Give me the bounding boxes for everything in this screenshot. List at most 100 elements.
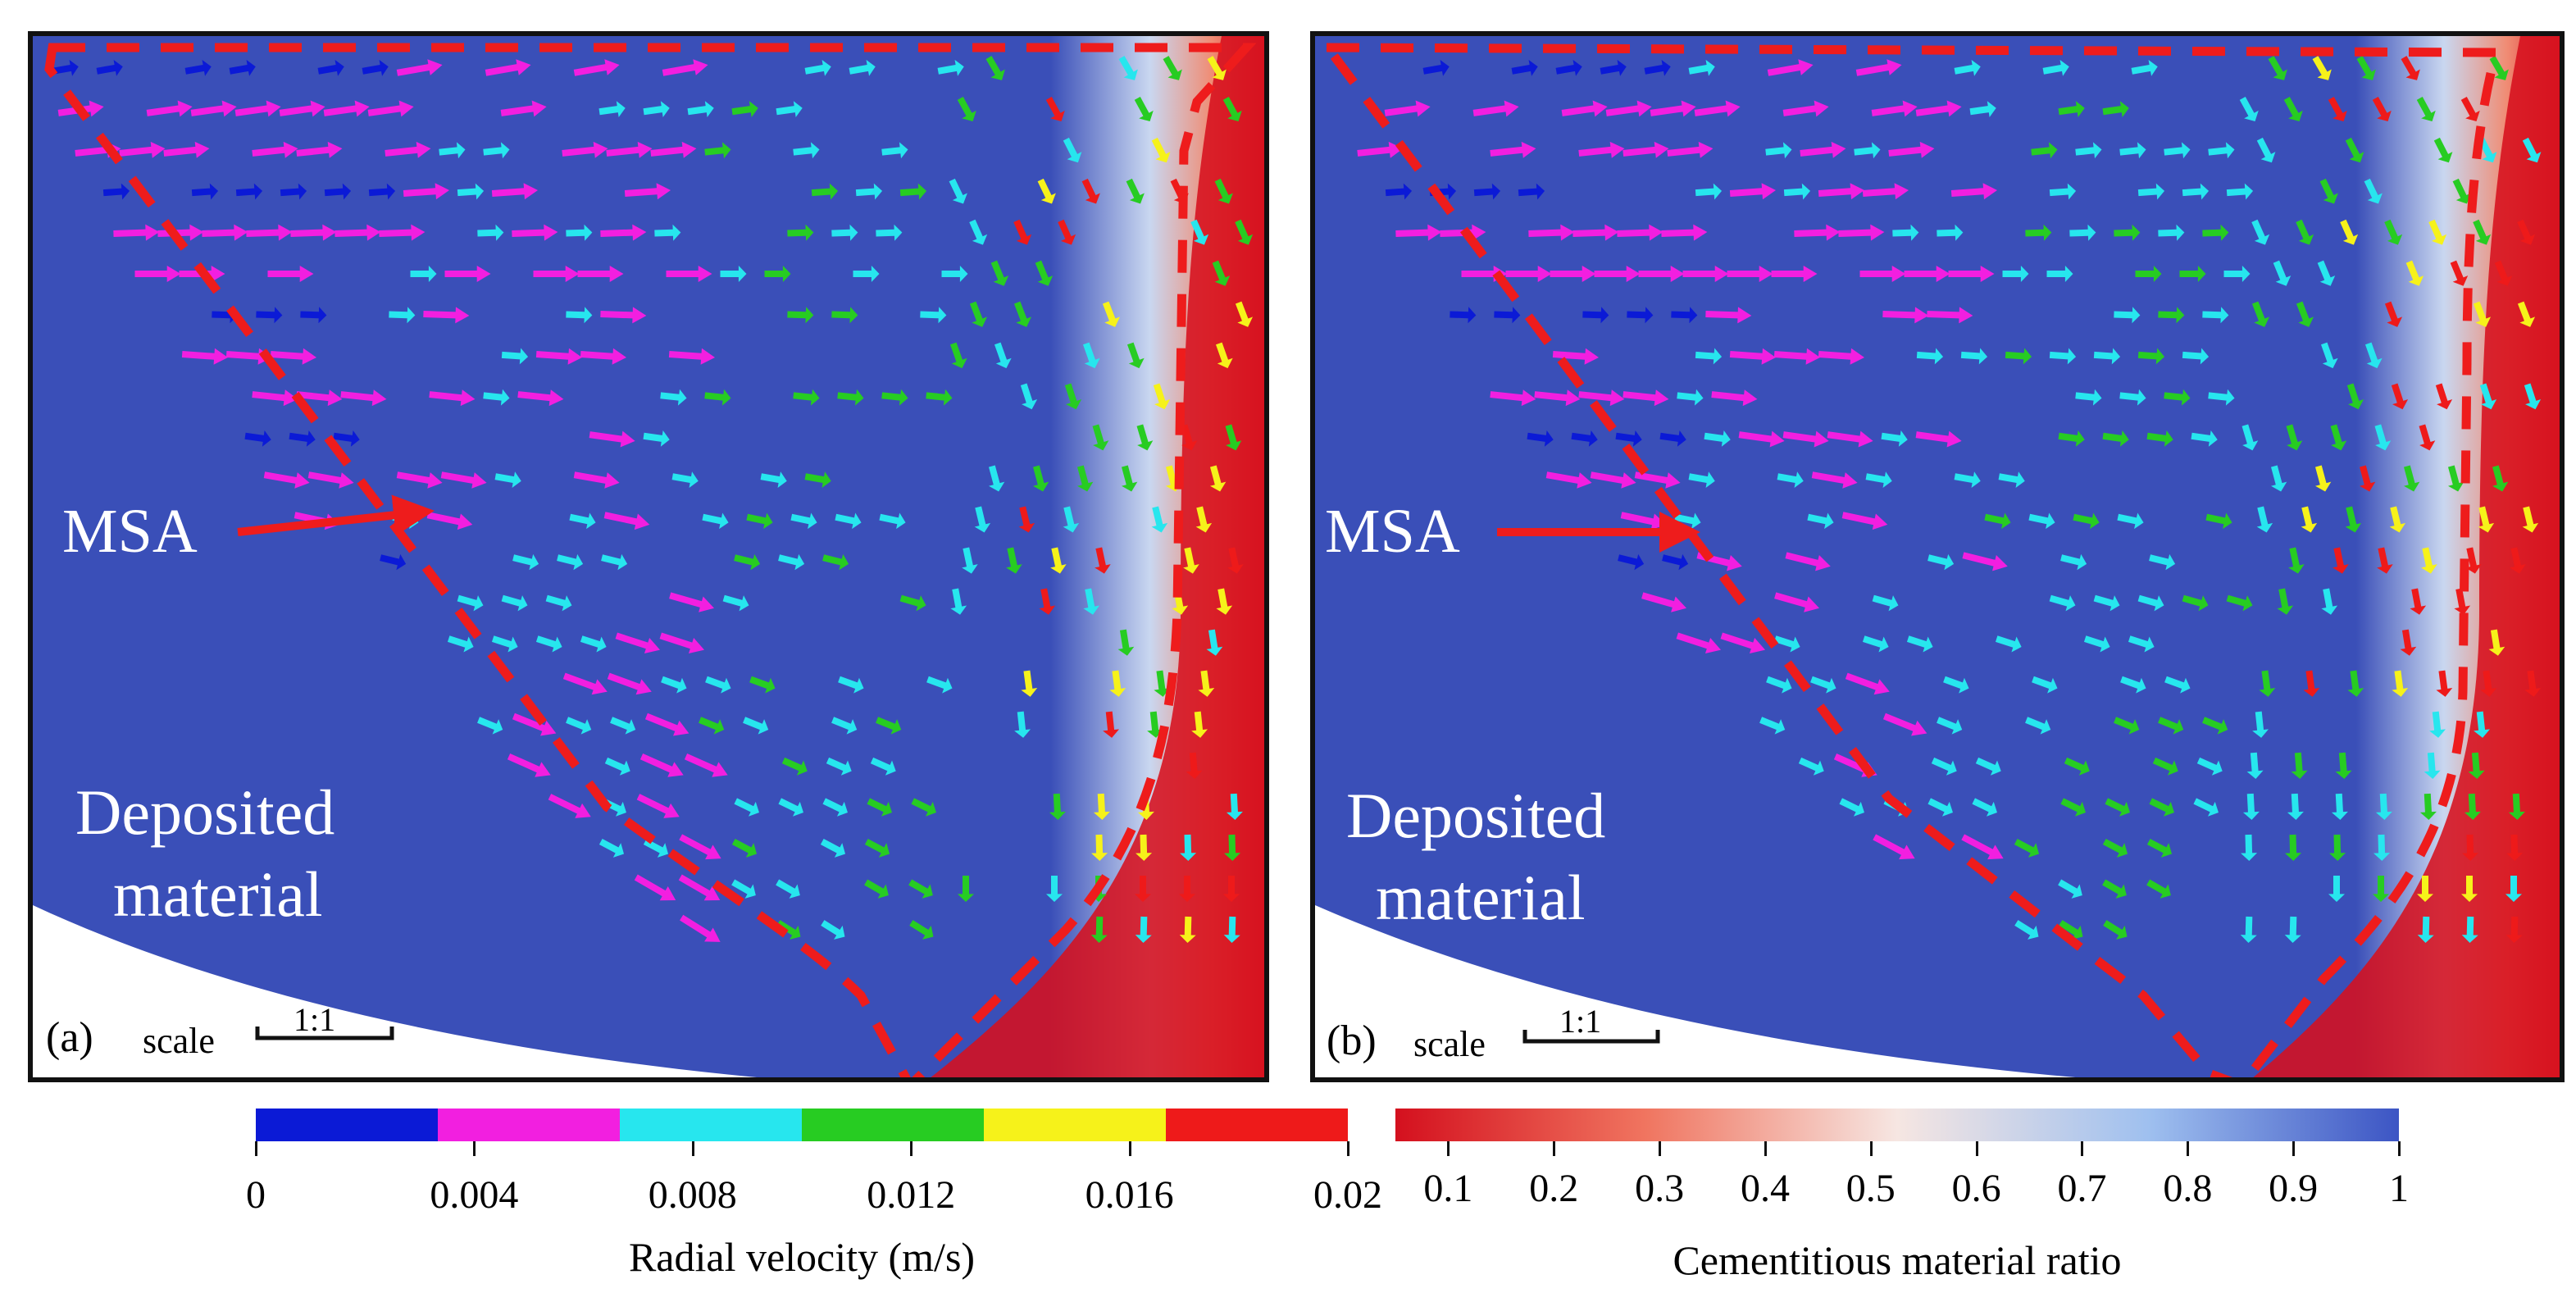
velocity-arrow (507, 753, 551, 777)
velocity-arrow (606, 141, 653, 158)
velocity-arrow (2060, 798, 2086, 817)
velocity-arrow (1650, 100, 1696, 117)
velocity-arrow (731, 879, 756, 899)
velocity-arrow (2241, 424, 2259, 451)
velocity-arrow (680, 914, 721, 942)
velocity-arrow (533, 266, 580, 282)
msa-label: MSA (1325, 497, 1460, 566)
velocity-arrow (2465, 547, 2482, 574)
velocity-arrow (2328, 876, 2345, 902)
velocity-arrow (181, 348, 229, 365)
velocity-arrow (1181, 424, 1198, 451)
velocity-arrow (1638, 266, 1685, 282)
velocity-arrow (764, 266, 791, 282)
velocity-arrow (146, 100, 193, 117)
velocity-arrow (1862, 183, 1909, 200)
velocity-arrow (1961, 834, 2004, 860)
velocity-arrow (643, 101, 670, 118)
velocity-arrow (491, 635, 518, 653)
velocity-arrow (1223, 876, 1240, 902)
velocity-arrow (2226, 594, 2253, 612)
velocity-arrow (2182, 594, 2209, 612)
velocity-arrow (2014, 920, 2039, 940)
velocity-arrow (2403, 465, 2420, 492)
velocity-arrow (2114, 224, 2141, 241)
velocity-arrow (225, 348, 273, 365)
velocity-arrow (684, 753, 728, 777)
velocity-arrow (1076, 465, 1094, 492)
velocity-arrow (603, 512, 650, 530)
velocity-arrow (600, 307, 647, 324)
velocity-arrow (1490, 141, 1536, 158)
velocity-arrow (881, 389, 908, 406)
velocity-arrow (1617, 224, 1663, 241)
velocity-arrow (2436, 670, 2453, 697)
velocity-arrow (1578, 141, 1625, 158)
velocity-arrow (2164, 389, 2191, 406)
velocity-arrow (2522, 506, 2539, 533)
velocity-arrow (2319, 178, 2338, 204)
velocity-arrow (704, 389, 731, 406)
velocity-arrow (2424, 752, 2441, 779)
velocity-arrow (705, 676, 731, 694)
velocity-arrow (485, 59, 531, 76)
velocity-arrow (289, 430, 316, 447)
velocity-arrow (1620, 512, 1667, 530)
velocity-arrow (566, 307, 593, 324)
velocity-arrow (1235, 219, 1254, 245)
velocity-arrow (2286, 424, 2303, 451)
velocity-arrow (2075, 389, 2102, 406)
cement-rich-band (2253, 36, 2560, 1077)
velocity-arrow (410, 266, 437, 282)
velocity-arrow (2288, 547, 2305, 574)
cement-tick-mark (1659, 1141, 1662, 1156)
velocity-arrow (535, 635, 562, 653)
velocity-tick-label: 0.008 (648, 1173, 737, 1217)
velocity-arrow (2384, 219, 2403, 245)
velocity-arrow (1511, 60, 1538, 76)
velocity-arrow (2505, 876, 2522, 902)
velocity-arrow (1135, 916, 1152, 943)
velocity-arrow (687, 101, 714, 118)
velocity-arrow (610, 717, 636, 735)
velocity-arrow (163, 141, 210, 158)
velocity-arrow (2331, 793, 2348, 820)
velocity-colorbar (256, 1109, 1348, 1141)
velocity-arrow (598, 838, 625, 858)
velocity-arrow (1662, 553, 1689, 571)
velocity-arrow (1081, 178, 1100, 204)
velocity-arrow (557, 553, 584, 571)
velocity-arrow (2468, 752, 2485, 779)
velocity-arrow (876, 717, 902, 735)
velocity-arrow (654, 224, 681, 241)
velocity-arrow (607, 672, 652, 695)
velocity-arrow (340, 389, 387, 407)
velocity-arrow (2273, 260, 2292, 286)
velocity-arrow (988, 465, 1005, 492)
velocity-arrow (2356, 56, 2376, 80)
velocity-arrow (2384, 301, 2403, 327)
velocity-arrow (2049, 183, 2077, 200)
velocity-arrow (1136, 424, 1154, 451)
velocity-arrow (704, 142, 731, 159)
velocity-arrow (1032, 465, 1049, 492)
velocity-arrow (2002, 266, 2029, 282)
velocity-arrow (1384, 100, 1431, 117)
velocity-arrow (1552, 348, 1600, 365)
velocity-arrow (403, 183, 450, 200)
velocity-arrow (2031, 142, 2058, 159)
velocity-arrow (1045, 97, 1065, 122)
velocity-arrow (477, 717, 503, 735)
velocity-arrow (1020, 383, 1038, 410)
velocity-arrow (379, 224, 426, 241)
velocity-arrow (778, 798, 803, 817)
velocity-arrow (2137, 183, 2165, 200)
velocity-arrow (1582, 307, 1609, 324)
cement-rich-band (931, 36, 1264, 1077)
velocity-arrow (1102, 301, 1121, 327)
cement-tick-label: 0.1 (1423, 1167, 1473, 1210)
velocity-arrow (678, 874, 721, 901)
velocity-arrow (2284, 916, 2301, 943)
velocity-arrow (2119, 142, 2146, 159)
deposited-label-line2: material (113, 858, 323, 930)
